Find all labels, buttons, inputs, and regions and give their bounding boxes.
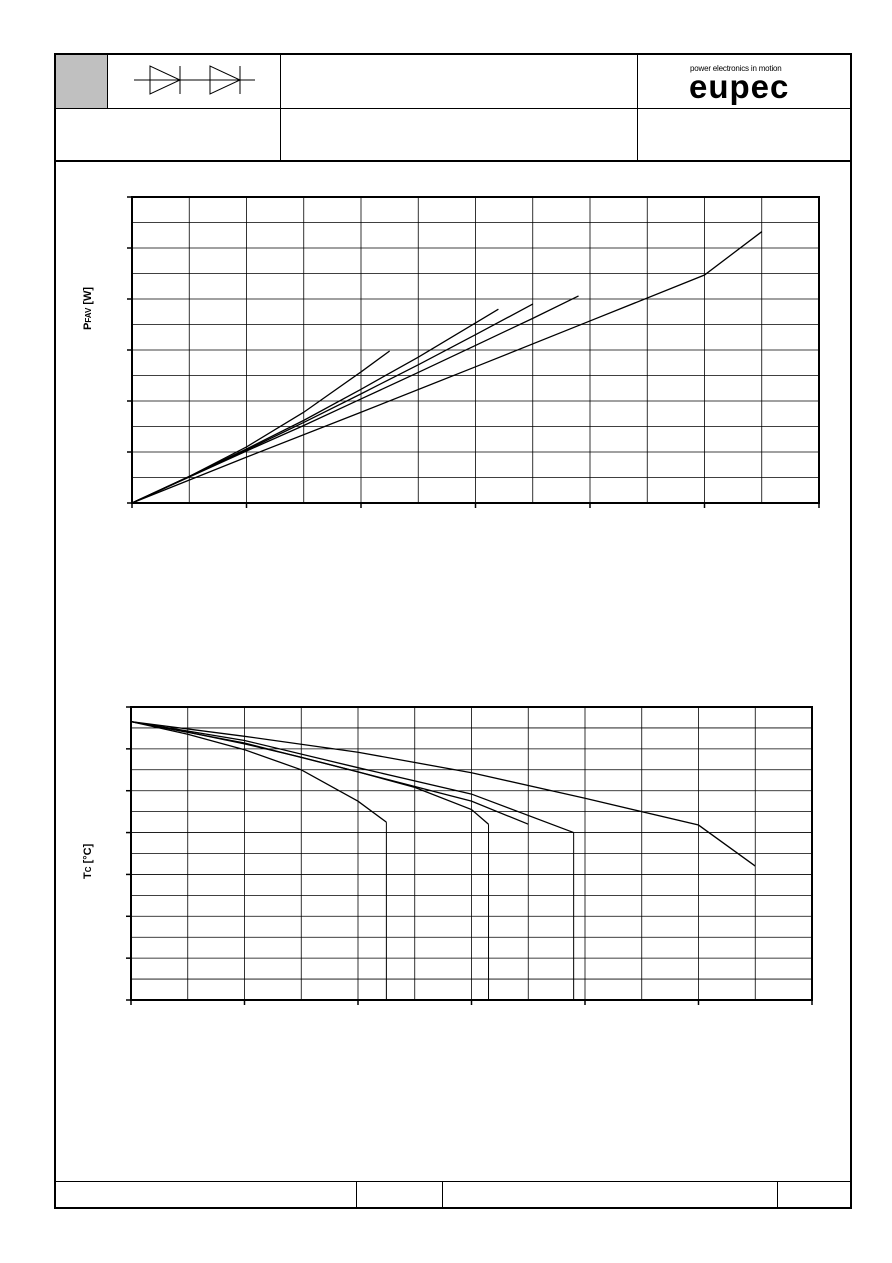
header-row-divider [56, 108, 852, 109]
header-bottom-rule [56, 160, 852, 162]
chart1-series-4-line [131, 295, 579, 504]
chart2-series-4-line [130, 721, 574, 834]
footer-divider-2 [442, 1181, 443, 1208]
chart1-series-5-line [131, 231, 763, 504]
page-frame [54, 53, 852, 1209]
header-gray-box [56, 55, 108, 108]
chart2-series-3-line [130, 721, 529, 825]
chart2-series-5-line [130, 721, 756, 867]
logo-text: eupec [689, 68, 790, 105]
logo-tagline: power electronics in motion [690, 64, 782, 73]
footer-divider-3 [777, 1181, 778, 1208]
chart2-series-2-line [130, 721, 489, 825]
footer-rule [56, 1181, 852, 1182]
chart2-series-1-line [130, 721, 387, 823]
footer-divider-1 [356, 1181, 357, 1208]
